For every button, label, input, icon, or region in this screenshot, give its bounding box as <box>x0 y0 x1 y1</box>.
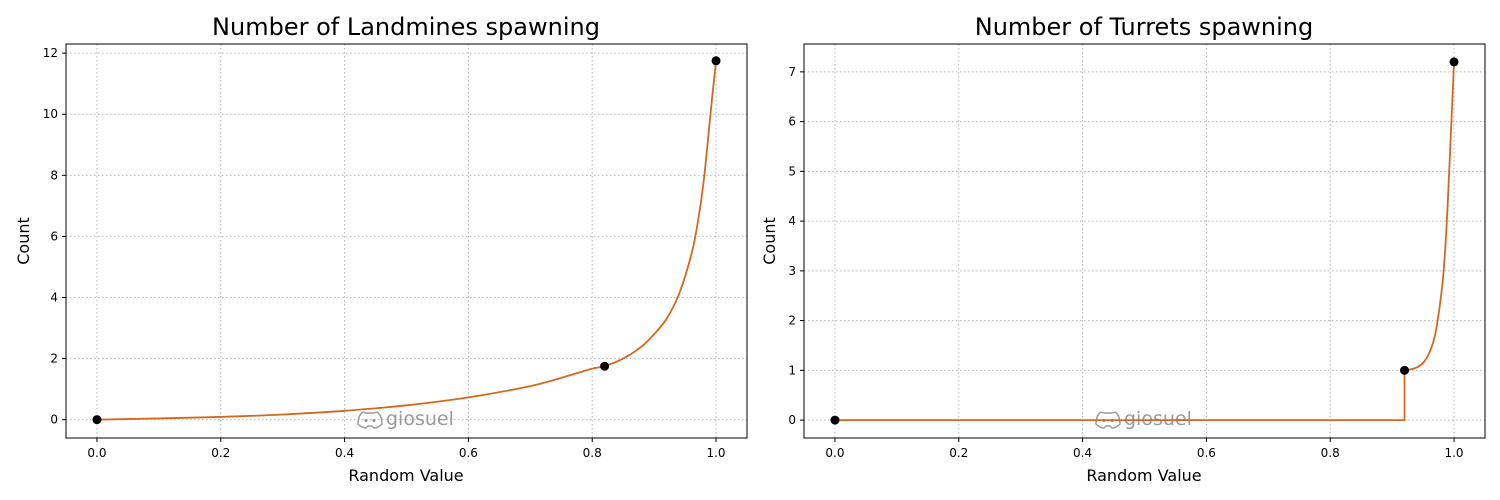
series-line <box>96 60 717 421</box>
discord-icon <box>357 411 383 429</box>
watermark: giosuel <box>357 408 454 430</box>
x-tick-label: 0.8 <box>583 446 602 460</box>
chart-title: Number of Turrets spawning <box>975 13 1314 41</box>
y-tick-label: 2 <box>50 352 58 366</box>
plot-frame <box>803 43 1486 439</box>
data-point <box>1400 365 1410 375</box>
x-tick-label: 0.6 <box>459 446 478 460</box>
y-axis-label: Count <box>760 217 779 265</box>
x-axis-label: Random Value <box>348 466 463 485</box>
y-tick-label: 2 <box>788 314 796 328</box>
watermark: giosuel <box>1095 408 1192 430</box>
points <box>830 57 1459 425</box>
y-tick-label: 3 <box>788 264 796 278</box>
grid <box>804 44 1485 438</box>
x-tick-label: 0.2 <box>949 446 968 460</box>
y-tick-label: 8 <box>50 168 58 182</box>
y-tick-label: 4 <box>50 291 58 305</box>
data-point <box>830 415 840 425</box>
turrets-chart: Number of Turrets spawning 0.0 0.2 0.4 0.6 0… <box>760 13 1486 485</box>
points <box>92 56 721 425</box>
x-axis-label: Random Value <box>1086 466 1201 485</box>
y-tick-label: 1 <box>788 363 796 377</box>
x-tick-label: 1.0 <box>706 446 725 460</box>
x-tick-label: 0.4 <box>335 446 354 460</box>
y-tick-label: 6 <box>50 229 58 243</box>
data-point <box>92 415 102 425</box>
y-tick-label: 0 <box>50 413 58 427</box>
x-tick-label: 0.0 <box>825 446 844 460</box>
data-point <box>1449 57 1459 67</box>
y-tick-label: 4 <box>788 214 796 228</box>
y-tick-label: 6 <box>788 115 796 129</box>
y-tick-label: 10 <box>43 107 58 121</box>
x-tick-label: 1.0 <box>1444 446 1463 460</box>
y-tick-label: 0 <box>788 413 796 427</box>
y-tick-label: 7 <box>788 65 796 79</box>
y-axis-label: Count <box>14 217 33 265</box>
watermark-text: giosuel <box>1124 408 1192 430</box>
x-tick-label: 0.0 <box>87 446 106 460</box>
ticks: 0.0 0.2 0.4 0.6 0.8 1.0 0 2 4 6 8 10 12 <box>43 46 726 460</box>
data-point <box>600 361 610 371</box>
grid <box>66 44 747 438</box>
data-point <box>711 56 721 66</box>
x-tick-label: 0.8 <box>1321 446 1340 460</box>
landmines-chart: Number of Landmines spawning 0.0 0.2 0.4 0.… <box>14 13 748 485</box>
x-tick-label: 0.4 <box>1073 446 1092 460</box>
x-tick-label: 0.6 <box>1197 446 1216 460</box>
y-tick-label: 12 <box>43 46 58 60</box>
chart-title: Number of Landmines spawning <box>212 13 600 41</box>
x-tick-label: 0.2 <box>211 446 230 460</box>
watermark-text: giosuel <box>386 408 454 430</box>
series-line <box>834 61 1455 421</box>
ticks: 0.0 0.2 0.4 0.6 0.8 1.0 0 1 2 3 4 5 6 7 <box>788 65 1463 460</box>
plot-frame <box>65 43 748 439</box>
y-tick-label: 5 <box>788 164 796 178</box>
